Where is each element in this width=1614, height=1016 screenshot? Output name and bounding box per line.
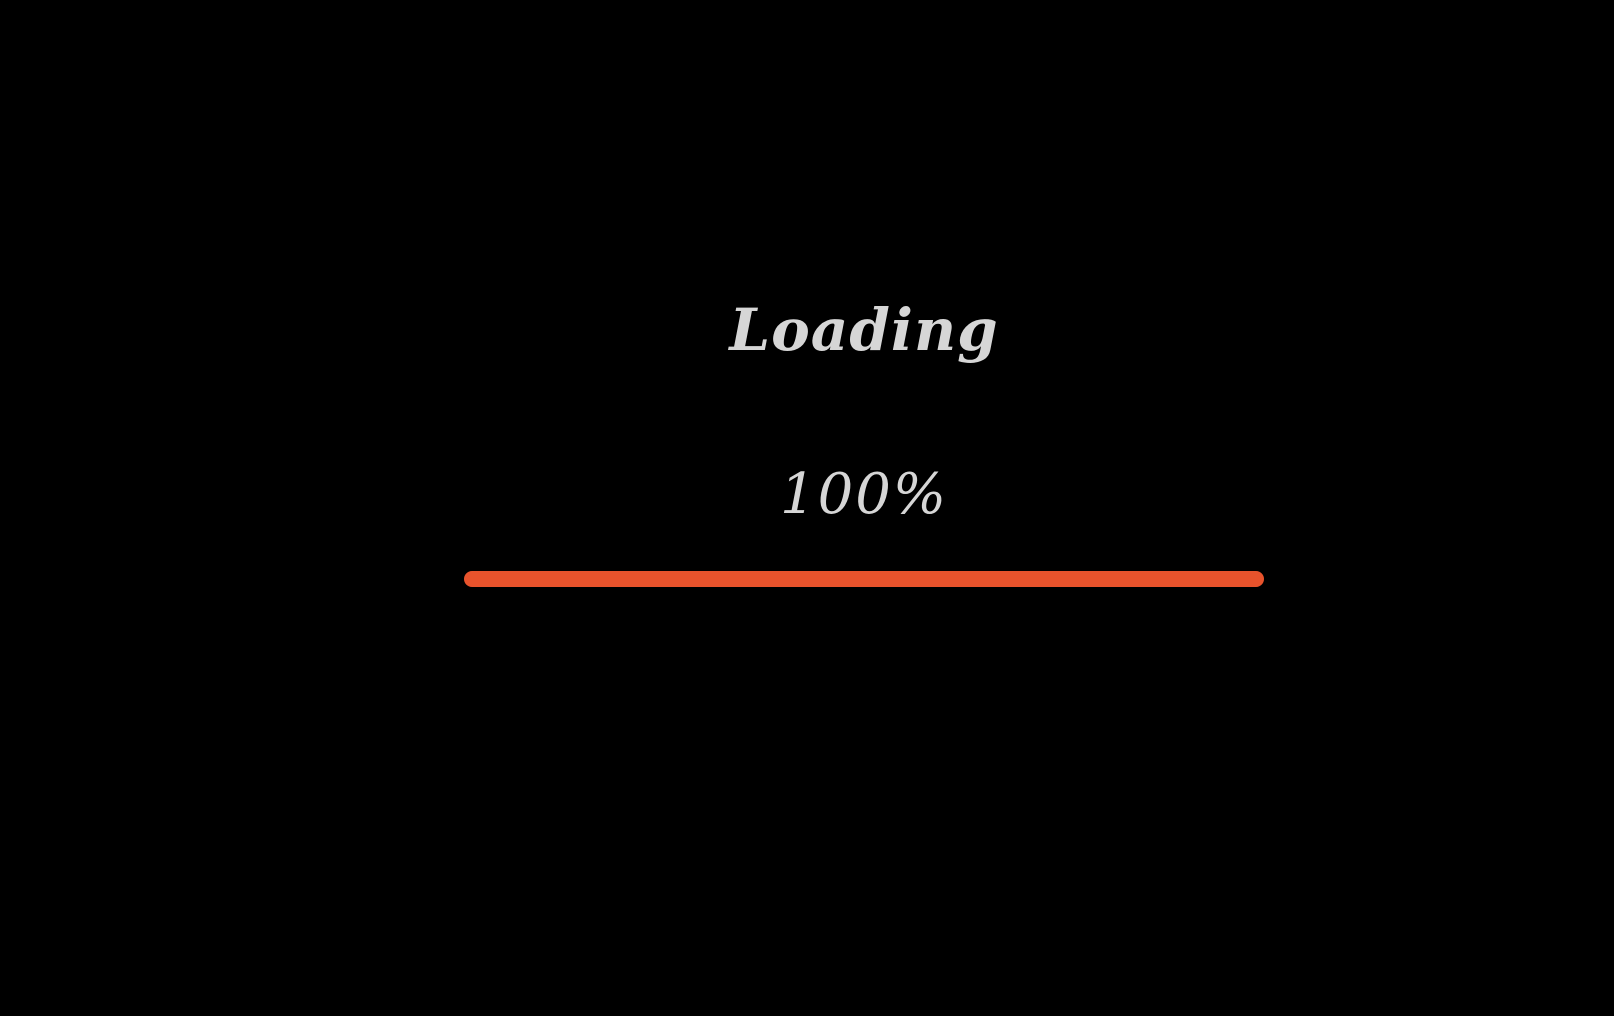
loading-percent: 100% [779, 462, 949, 527]
progress-bar-fill [464, 571, 1264, 587]
progress-bar [464, 571, 1264, 587]
loading-title: Loading [729, 296, 999, 364]
